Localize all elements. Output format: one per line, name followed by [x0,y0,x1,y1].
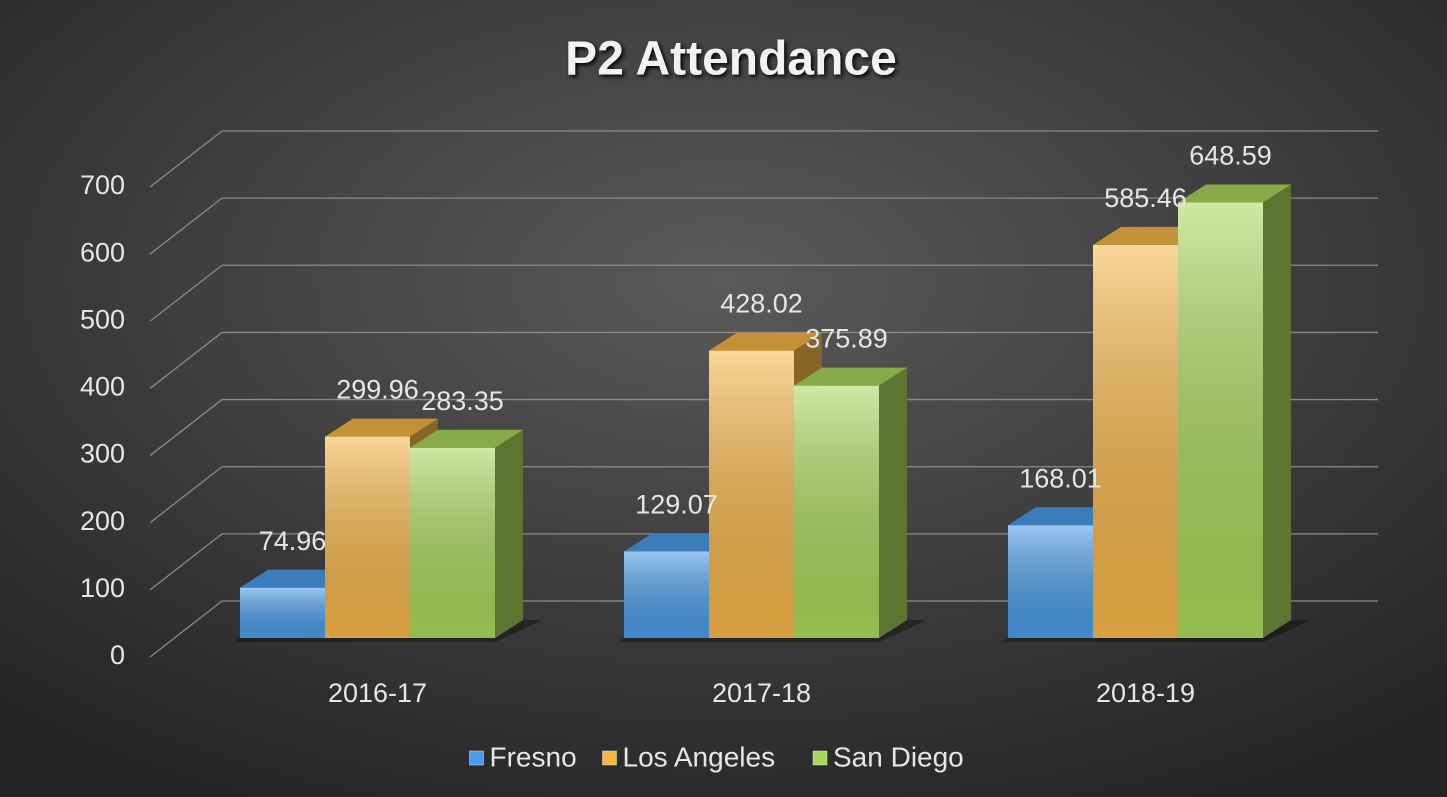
legend-label: Los Angeles [623,741,776,772]
data-label: 74.96 [259,526,327,556]
grid-line [149,331,1378,389]
bar-top [709,332,822,351]
bar-shine [1093,244,1178,638]
x-tick-label: 2017-18 [712,678,811,708]
y-tick-label: 100 [80,573,125,603]
bar-top [1008,507,1121,526]
grid-line [149,264,1378,322]
bar-top [410,429,523,448]
grid-line [149,466,1378,524]
grid-line [149,600,1378,658]
grid-line [149,197,1378,255]
data-label: 375.89 [805,324,888,354]
grid-line [149,533,1378,591]
y-tick-label: 400 [80,372,125,402]
x-tick-label: 2016-17 [328,678,427,708]
bar-top [1093,226,1206,245]
data-label: 168.01 [1019,463,1102,493]
data-label: 585.46 [1104,183,1187,213]
bar-top [624,533,737,552]
legend-marker [469,750,484,766]
bar-shine [410,447,495,638]
bar-side [495,429,523,638]
bar-shine [794,385,879,638]
bar-shine [1008,525,1093,638]
y-tick-label: 500 [80,304,125,334]
bar-top [325,418,438,437]
data-label: 299.96 [336,375,419,405]
y-tick-label: 300 [80,439,125,469]
bar-shine [1178,202,1263,639]
data-label: 283.35 [421,386,504,416]
y-tick-label: 0 [110,640,125,670]
legend-label: San Diego [833,741,964,772]
data-label: 428.02 [720,289,803,319]
bar-shine [240,587,325,638]
y-tick-label: 200 [80,506,125,536]
legend-marker [812,750,828,766]
chart-title: P2 Attendance [565,33,897,86]
legend-label: Fresno [490,741,577,772]
data-label: 648.59 [1189,141,1272,171]
x-tick-label: 2018-19 [1096,678,1195,708]
bar-top [240,569,353,588]
bar-top [794,367,907,386]
y-tick-label: 600 [80,237,125,267]
legend-marker [602,750,617,766]
grid-line [149,130,1378,188]
bar-shine [624,551,709,638]
grid-line [149,398,1378,457]
bar-shine [709,350,794,638]
bar-shine [325,436,410,638]
bar-side [1263,184,1291,639]
data-label: 129.07 [635,489,718,519]
bar-side [879,367,907,638]
y-tick-label: 700 [80,170,125,200]
bar-top [1178,184,1291,203]
